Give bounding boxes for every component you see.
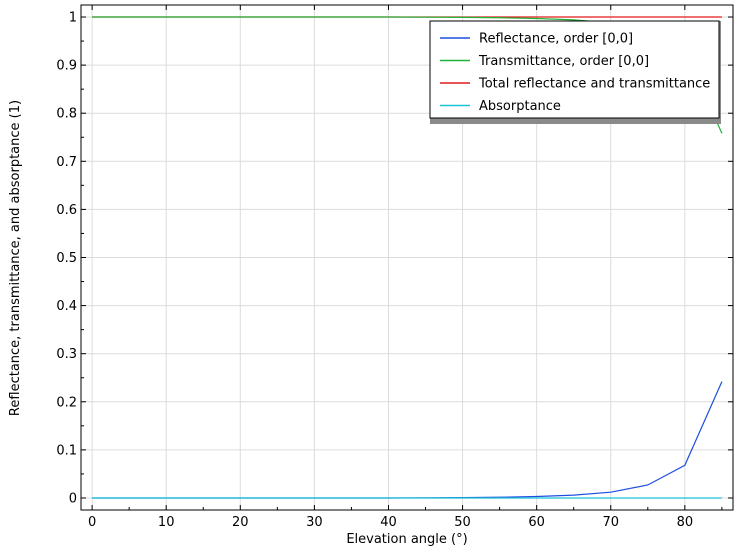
y-tick-label: 0 bbox=[69, 491, 77, 506]
y-tick-label: 0.3 bbox=[56, 347, 77, 362]
y-tick-label: 0.1 bbox=[56, 443, 77, 458]
x-tick-label: 70 bbox=[602, 515, 619, 530]
y-tick-label: 0.7 bbox=[56, 155, 77, 170]
legend-label: Total reflectance and transmittance bbox=[478, 77, 710, 92]
legend: Reflectance, order [0,0] Transmittance, o… bbox=[429, 20, 721, 124]
x-tick-label: 0 bbox=[88, 515, 96, 530]
axes: 0 10 20 30 40 50 60 70 80 0 0.1 0.2 0.3 0.4 0.5 0.6 0.7 0… bbox=[56, 4, 734, 530]
legend-label: Reflectance, order [0,0] bbox=[479, 32, 633, 47]
y-tick-label: 0.5 bbox=[56, 251, 77, 266]
y-tick-label: 0.2 bbox=[56, 395, 77, 410]
y-axis-title: Reflectance, transmittance, and absorpta… bbox=[8, 100, 23, 416]
x-tick-label: 80 bbox=[677, 515, 694, 530]
x-axis-title: Elevation angle (°) bbox=[346, 532, 467, 547]
legend-label: Absorptance bbox=[479, 99, 561, 114]
x-tick-label: 40 bbox=[380, 515, 397, 530]
x-tick-label: 50 bbox=[454, 515, 471, 530]
legend-label: Transmittance, order [0,0] bbox=[478, 54, 649, 69]
y-tick-label: 0.6 bbox=[56, 203, 77, 218]
x-tick-label: 60 bbox=[528, 515, 545, 530]
x-tick-label: 20 bbox=[232, 515, 249, 530]
legend-box bbox=[429, 20, 720, 119]
x-tick-label: 30 bbox=[306, 515, 323, 530]
y-tick-label: 0.4 bbox=[56, 299, 77, 314]
y-tick-label: 1 bbox=[69, 11, 77, 26]
y-tick-label: 0.8 bbox=[56, 107, 77, 122]
x-tick-label: 10 bbox=[158, 515, 175, 530]
y-tick-label: 0.9 bbox=[56, 59, 77, 74]
